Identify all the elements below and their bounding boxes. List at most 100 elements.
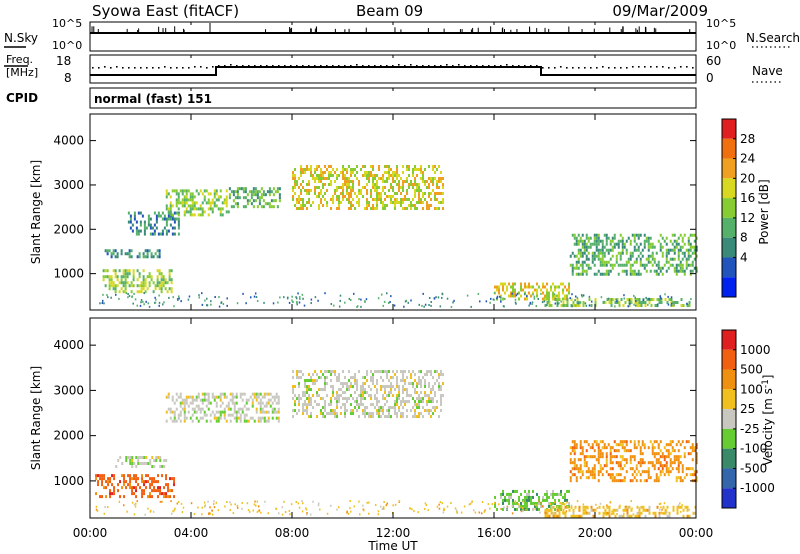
velocity-echo-cell (332, 385, 334, 389)
velocity-echo-cell (382, 409, 384, 413)
nave-dot (404, 65, 406, 67)
power-echo-cell (158, 281, 161, 285)
power-echo-cell (144, 278, 147, 282)
velocity-echo-cell (428, 382, 430, 386)
power-echo-cell (695, 236, 698, 240)
power-echo-cell (583, 248, 586, 252)
power-echo-cell (156, 255, 159, 259)
power-echo-cell (292, 194, 294, 198)
power-echo-cell (266, 190, 269, 194)
velocity-echo-cell (189, 401, 192, 405)
power-echo-cell (434, 170, 436, 174)
power-echo-cell (550, 288, 552, 292)
velocity-echo-cell (418, 382, 420, 386)
velocity-echo-cell (518, 495, 520, 499)
power-echo-cell (573, 266, 576, 270)
power-echo-cell (677, 263, 680, 267)
velocity-echo-cell (350, 403, 352, 407)
power-echo-cell (398, 185, 400, 189)
velocity-echo-cell (603, 446, 606, 450)
power-echo-cell (426, 185, 428, 189)
power-echo-cell (191, 204, 194, 208)
power-echo-cell (171, 217, 174, 221)
nave-dot (470, 65, 472, 67)
power-echo-cell (528, 291, 530, 295)
power-echo-cell (320, 200, 322, 204)
velocity-echo-cell (273, 395, 276, 399)
velocity-echo-cell (183, 398, 186, 402)
power-echo-cell (617, 272, 620, 276)
nave-dot (338, 65, 340, 67)
velocity-echo-cell (552, 514, 555, 518)
velocity-echo-cell (500, 492, 502, 496)
velocity-echo-cell (587, 507, 589, 510)
power-echo-cell (410, 203, 412, 207)
power-echo-cell (667, 260, 670, 264)
velocity-echo-cell (641, 458, 644, 462)
velocity-echo-cell (363, 509, 365, 512)
power-echo-cell (143, 292, 145, 295)
velocity-echo-cell (215, 401, 218, 405)
velocity-colorbar-tick-label: 100 (740, 382, 763, 396)
power-echo-cell (564, 294, 566, 298)
power-echo-cell (400, 203, 402, 207)
velocity-echo-cell (494, 501, 496, 504)
power-echo-cell (128, 294, 131, 297)
velocity-echo-cell (687, 452, 690, 456)
power-echo-cell (623, 263, 626, 267)
power-echo-cell (346, 188, 348, 192)
power-echo-cell (631, 233, 634, 237)
power-echo-cell (318, 185, 320, 189)
power-echo-cell (398, 200, 400, 204)
power-echo-cell (655, 263, 658, 267)
velocity-echo-cell (305, 508, 308, 511)
velocity-echo-cell (623, 476, 626, 480)
velocity-echo-cell (522, 504, 524, 508)
power-echo-cell (364, 300, 366, 303)
power-echo-cell (611, 248, 614, 252)
velocity-echo-cell (619, 504, 621, 507)
power-echo-cell (346, 167, 348, 171)
velocity-echo-cell (440, 397, 442, 401)
power-echo-cell (296, 197, 298, 201)
velocity-echo-cell (376, 409, 378, 413)
velocity-echo-cell (677, 504, 680, 507)
power-echo-cell (201, 207, 204, 211)
velocity-echo-cell (372, 382, 374, 386)
velocity-echo-cell (659, 470, 662, 474)
power-echo-cell (681, 251, 684, 255)
velocity-echo-cell (255, 407, 258, 411)
power-echo-cell (160, 290, 163, 294)
velocity-echo-cell (191, 395, 194, 399)
power-echo-cell (552, 291, 554, 295)
power-echo-cell (308, 191, 310, 195)
velocity-echo-cell (625, 440, 628, 444)
power-echo-cell (170, 269, 173, 273)
velocity-echo-cell (420, 400, 422, 404)
velocity-echo-cell (436, 379, 438, 383)
power-echo-cell (590, 300, 593, 303)
power-echo-cell (651, 263, 654, 267)
power-echo-cell (302, 203, 304, 207)
velocity-echo-cell (469, 502, 472, 505)
velocity-echo-cell (364, 409, 366, 413)
velocity-echo-cell (310, 397, 312, 401)
power-echo-cell (536, 291, 538, 295)
power-echo-cell (406, 191, 408, 195)
power-echo-cell (242, 196, 245, 200)
power-echo-cell (615, 298, 617, 301)
velocity-echo-cell (281, 506, 284, 509)
power-echo-cell (428, 191, 430, 195)
nave-dot (500, 65, 502, 67)
power-echo-cell (163, 214, 166, 218)
velocity-echo-cell (368, 385, 370, 389)
velocity-echo-cell (595, 503, 597, 506)
power-echo-cell (218, 305, 221, 308)
power-echo-cell (530, 285, 532, 289)
velocity-echo-cell (665, 443, 668, 447)
power-echo-cell (324, 197, 326, 201)
power-echo-cell (516, 292, 519, 295)
velocity-echo-cell (679, 443, 682, 447)
power-echo-cell (566, 304, 569, 307)
power-echo-cell (597, 269, 600, 273)
